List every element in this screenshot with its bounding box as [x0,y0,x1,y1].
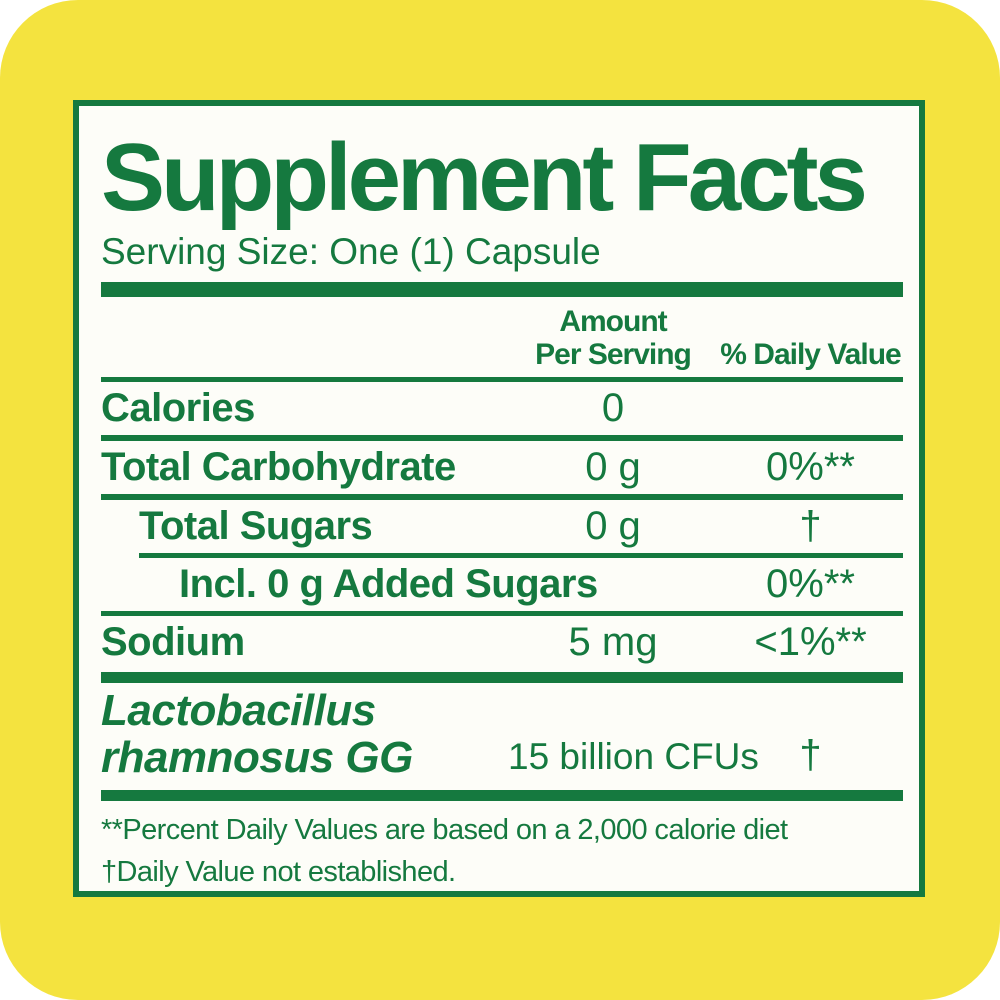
footnotes: **Percent Daily Values are based on a 2,… [101,809,903,891]
row-added-sugars: Incl. 0 g Added Sugars 0%** [101,558,903,611]
nutrient-amount: 0 g [585,504,641,549]
divider-bar-below-probiotic [101,789,903,801]
footnote-percent-daily-values: **Percent Daily Values are based on a 2,… [101,813,788,846]
nutrient-daily-value: † [799,504,822,549]
row-sodium: Sodium 5 mg <1%** [101,616,903,669]
nutrient-amount: 5 mg [568,620,658,665]
separator [101,494,903,501]
probiotic-name: Lactobacillus rhamnosus GG [101,685,413,783]
separator-under-header [101,376,903,382]
probiotic-daily-value: † [799,732,822,777]
row-total-sugars: Total Sugars 0 g † [101,500,903,553]
nutrient-name: Total Carbohydrate [101,444,456,489]
column-header-row: Amount Per Serving % Daily Value [101,305,903,371]
amount-per-serving-header: Amount Per Serving [535,304,692,371]
footnote-daily-value-not-established: †Daily Value not established. [101,855,456,888]
supplement-facts-title: Supplement Facts [101,124,868,231]
row-calories: Calories 0 [101,382,903,435]
row-total-carbohydrate: Total Carbohydrate 0 g 0%** [101,441,903,494]
nutrient-amount: 0 g [585,444,641,489]
nutrient-name: Sodium [101,620,245,665]
supplement-facts-panel: Supplement Facts Serving Size: One (1) C… [73,100,925,897]
nutrient-daily-value: <1%** [754,620,867,665]
separator [101,611,903,617]
divider-bar-above-probiotic [101,671,903,683]
daily-value-header: % Daily Value [720,337,901,371]
separator [101,434,903,441]
divider-bar-top [101,281,903,297]
nutrient-name: Total Sugars [139,504,373,549]
nutrient-daily-value: 0%** [766,562,855,607]
separator-indented [139,553,903,559]
row-probiotic: Lactobacillus rhamnosus GG 15 billion CF… [101,683,903,788]
probiotic-amount: 15 billion CFUs [508,735,759,777]
nutrient-daily-value: 0%** [766,444,855,489]
nutrient-name: Incl. 0 g Added Sugars [179,562,598,607]
nutrient-amount: 0 [601,385,625,430]
serving-size-text: Serving Size: One (1) Capsule [101,231,601,272]
nutrient-name: Calories [101,385,255,430]
